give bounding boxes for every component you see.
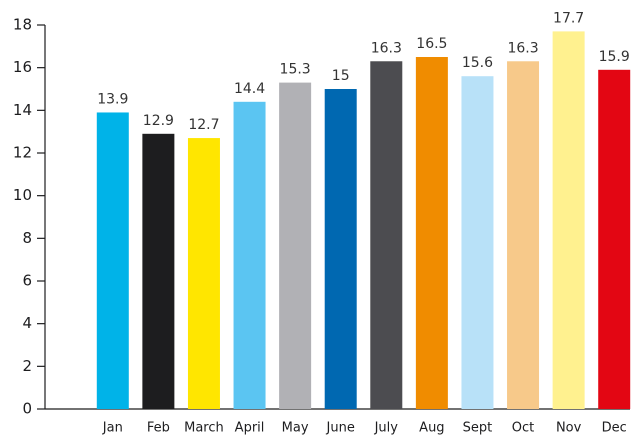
value-label: 15.3 bbox=[280, 62, 311, 78]
bar bbox=[142, 133, 175, 410]
y-tick-label: 0 bbox=[22, 400, 32, 418]
x-tick-label: Feb bbox=[147, 421, 170, 435]
value-label: 16.5 bbox=[416, 36, 447, 52]
y-tick-label: 8 bbox=[22, 229, 32, 247]
bar bbox=[324, 89, 357, 409]
bar bbox=[233, 101, 266, 410]
y-tick-label: 12 bbox=[13, 144, 32, 162]
value-label: 17.7 bbox=[553, 10, 584, 26]
y-tick-label: 14 bbox=[13, 101, 32, 119]
y-tick-label: 18 bbox=[13, 16, 32, 34]
value-label: 16.3 bbox=[371, 40, 402, 56]
bar bbox=[96, 112, 129, 409]
value-label: 13.9 bbox=[97, 91, 128, 107]
value-label: 15.6 bbox=[462, 55, 493, 71]
x-tick-label: May bbox=[282, 421, 309, 435]
x-tick-label: June bbox=[326, 421, 355, 435]
value-label: 15.9 bbox=[599, 49, 630, 65]
bar bbox=[552, 31, 585, 410]
bar bbox=[461, 76, 494, 409]
x-tick-label: April bbox=[235, 421, 265, 435]
bar bbox=[598, 69, 631, 410]
value-label: 16.3 bbox=[507, 40, 538, 56]
value-label: 14.4 bbox=[234, 81, 265, 97]
x-tick-label: Jan bbox=[102, 421, 123, 435]
bar bbox=[415, 57, 448, 409]
x-tick-label: March bbox=[184, 421, 224, 435]
y-tick-label: 4 bbox=[22, 314, 32, 332]
bar bbox=[187, 138, 220, 410]
bar bbox=[370, 61, 403, 410]
value-label: 12.7 bbox=[188, 117, 219, 133]
y-tick-label: 2 bbox=[22, 357, 32, 375]
x-tick-label: Aug bbox=[419, 421, 444, 435]
y-tick-label: 16 bbox=[13, 58, 32, 76]
value-label: 12.9 bbox=[143, 113, 174, 129]
y-tick-label: 6 bbox=[22, 272, 32, 290]
x-tick-label: July bbox=[374, 421, 399, 435]
bar bbox=[279, 82, 312, 409]
value-label: 15 bbox=[332, 68, 350, 84]
x-tick-label: Dec bbox=[602, 421, 627, 435]
x-tick-label: Sept bbox=[463, 421, 493, 435]
bar bbox=[507, 61, 540, 410]
y-tick-label: 10 bbox=[13, 186, 32, 204]
x-tick-label: Nov bbox=[556, 421, 582, 435]
x-tick-label: Oct bbox=[512, 421, 534, 435]
